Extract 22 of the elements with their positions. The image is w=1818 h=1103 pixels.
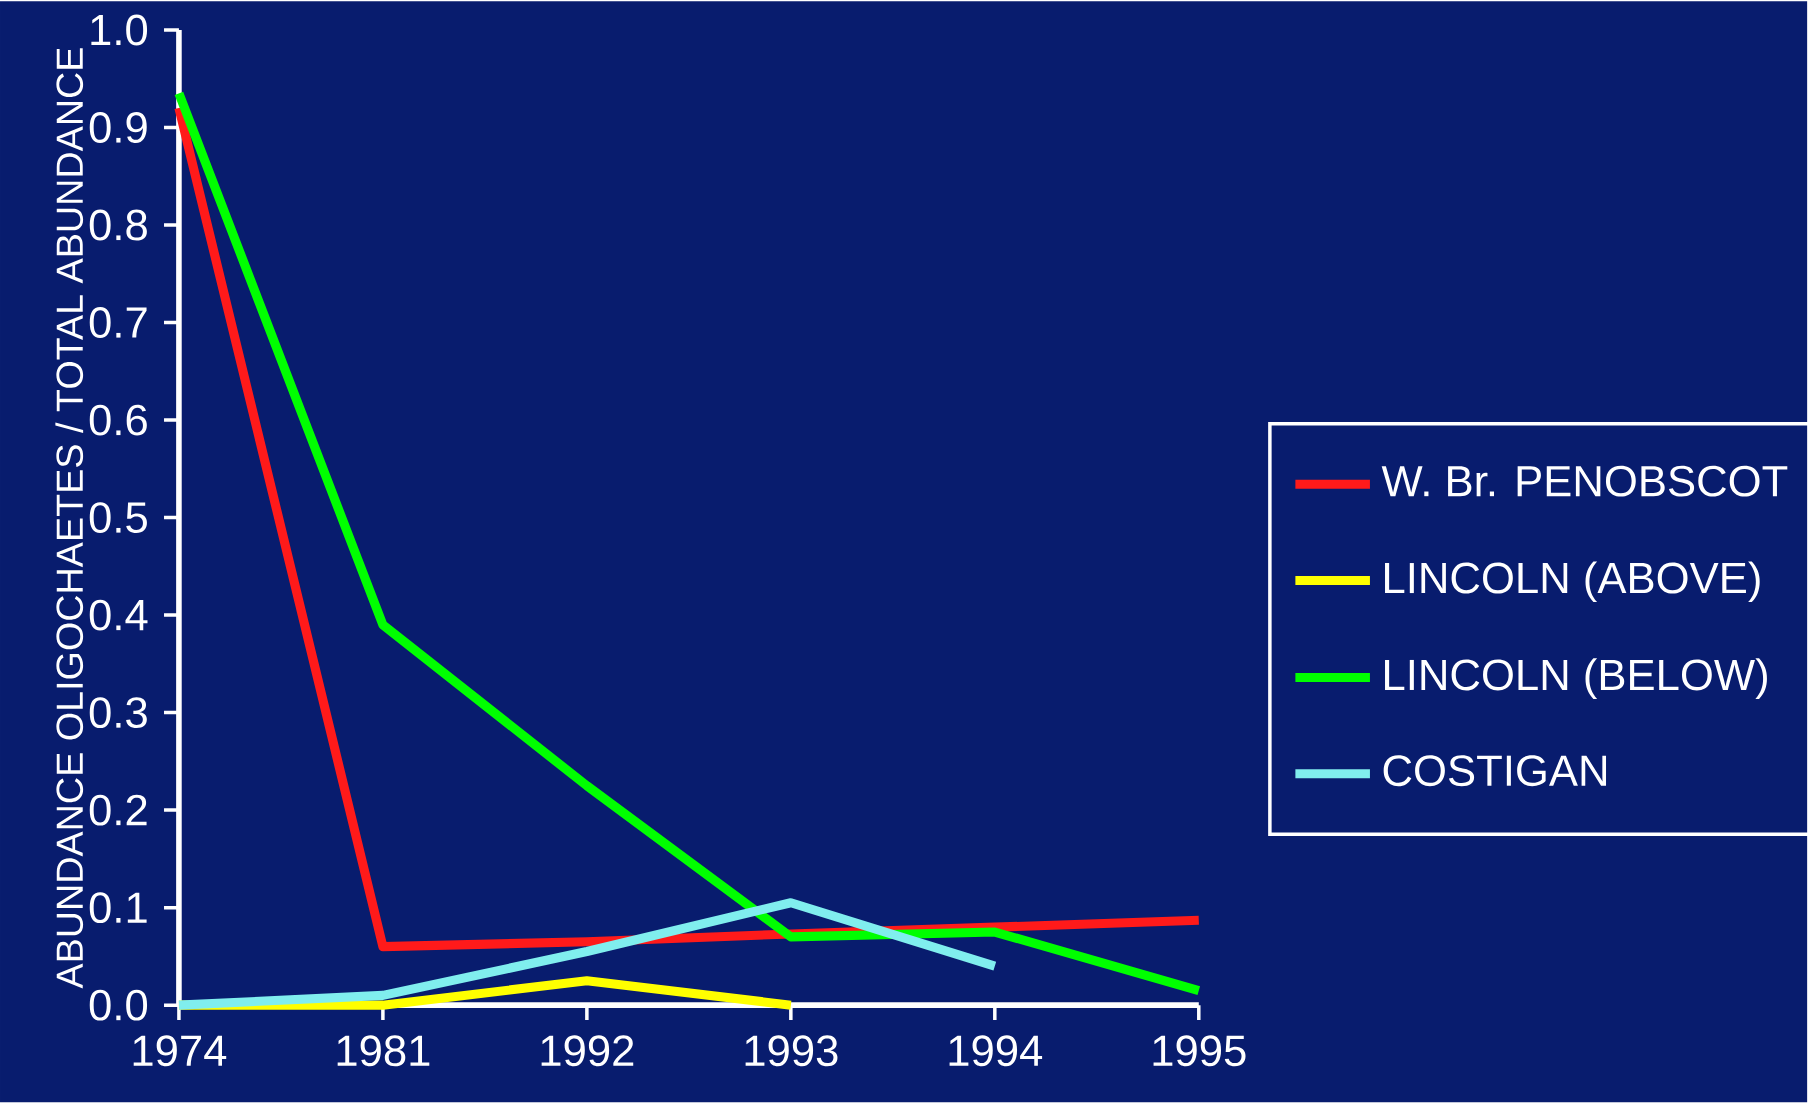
y-tick-label: 0.9: [89, 112, 147, 144]
y-tick-label: 1.0: [91, 14, 148, 46]
y-tick-label: 0.8: [89, 209, 147, 241]
y-tick-label: 0.3: [89, 697, 147, 729]
x-tick-label: 1993: [745, 1035, 838, 1067]
y-tick-label: 0.1: [89, 892, 147, 924]
y-tick-label: 0.0: [89, 989, 148, 1021]
x-tick-label: 1981: [337, 1035, 430, 1067]
y-tick-label: 0.7: [89, 307, 147, 339]
x-tick-label: 1992: [541, 1035, 634, 1067]
x-tick-label: 1995: [1153, 1035, 1246, 1067]
y-tick-label: 0.6: [89, 404, 147, 436]
y-axis-title: ABUNDANCE OLIGOCHAETES / TOTAL ABUNDANCE: [55, 48, 84, 989]
y-tick-label: 0.4: [89, 599, 148, 631]
y-tick-label: 0.2: [89, 794, 147, 826]
x-tick-label: 1994: [949, 1035, 1043, 1067]
y-tick-label: 0.5: [89, 502, 147, 534]
legend-label: COSTIGAN: [1383, 755, 1607, 787]
legend-label: LINCOLN (BELOW): [1385, 658, 1767, 700]
legend-label: LINCOLN (ABOVE): [1385, 561, 1760, 603]
x-tick-label: 1974: [133, 1035, 227, 1067]
legend-label: W. Br. PENOBSCOT: [1381, 465, 1788, 497]
